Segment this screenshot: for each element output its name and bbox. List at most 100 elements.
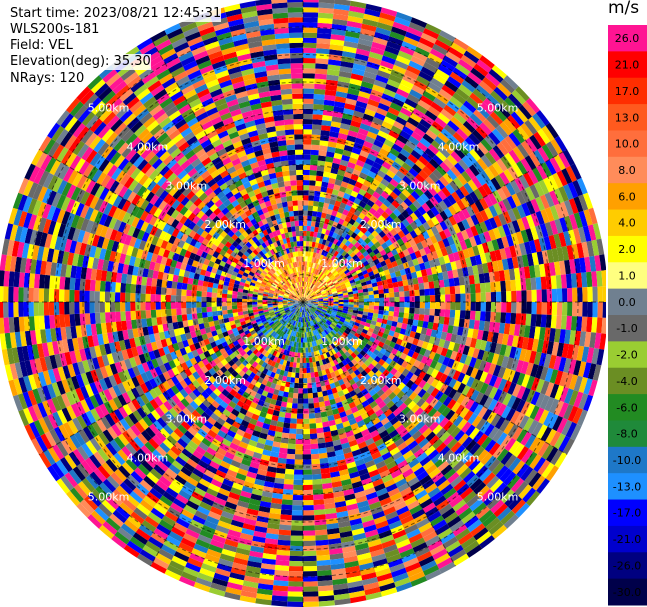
gate-cell: [222, 456, 233, 465]
gate-cell: [407, 336, 415, 344]
gate-cell: [375, 107, 388, 117]
gate-cell: [303, 494, 314, 501]
gate-cell: [419, 262, 426, 271]
gate-cell: [428, 336, 436, 345]
gate-cell: [527, 169, 539, 185]
gate-cell: [394, 455, 406, 465]
gate-cell: [393, 362, 402, 371]
gate-cell: [367, 356, 375, 364]
gate-cell: [312, 205, 319, 212]
gate-cell: [340, 473, 351, 481]
gate-cell: [303, 68, 316, 74]
gate-cell: [531, 302, 537, 315]
gate-cell: [303, 357, 307, 363]
gate-cell: [592, 364, 602, 381]
gate-cell: [139, 499, 154, 512]
gate-cell: [392, 21, 409, 32]
gate-cell: [525, 278, 532, 291]
gate-cell: [433, 258, 441, 267]
gate-cell: [471, 415, 483, 428]
gate-cell: [210, 539, 225, 549]
gate-cell: [348, 332, 355, 338]
gate-cell: [221, 388, 230, 397]
gate-cell: [235, 373, 243, 381]
gate-cell: [348, 378, 356, 386]
gate-cell: [451, 191, 461, 203]
gate-cell: [344, 188, 353, 196]
gate-cell: [363, 433, 373, 442]
gate-cell: [362, 311, 369, 316]
gate-cell: [452, 325, 459, 335]
gate-cell: [274, 564, 290, 571]
gate-cell: [461, 140, 473, 153]
gate-cell: [411, 508, 425, 520]
gate-cell: [306, 266, 309, 272]
gate-cell: [315, 323, 320, 329]
gate-cell: [206, 447, 217, 457]
gate-cell: [475, 125, 489, 139]
gate-cell: [312, 297, 318, 300]
gate-cell: [303, 42, 317, 49]
gate-cell: [392, 143, 403, 153]
gate-cell: [237, 542, 252, 551]
gate-cell: [305, 256, 308, 262]
gate-cell: [553, 154, 566, 171]
gate-cell: [445, 302, 451, 310]
gate-cell: [146, 491, 160, 504]
gate-cell: [337, 368, 344, 375]
gate-cell: [331, 568, 346, 575]
gate-cell: [199, 529, 214, 540]
gate-cell: [262, 343, 268, 350]
gate-cell: [510, 111, 525, 127]
gate-cell: [425, 162, 436, 173]
gate-cell: [496, 432, 508, 446]
gate-cell: [307, 393, 314, 399]
gate-cell: [524, 403, 536, 418]
gate-cell: [464, 515, 479, 529]
gate-cell: [422, 114, 435, 126]
gate-cell: [404, 241, 412, 249]
gate-cell: [240, 490, 252, 499]
gate-cell: [507, 382, 517, 395]
gate-cell: [362, 577, 378, 586]
gate-cell: [447, 515, 462, 528]
gate-cell: [518, 174, 530, 189]
gate-cell: [377, 195, 387, 204]
gate-cell: [207, 416, 217, 426]
gate-cell: [317, 277, 323, 283]
gate-cell: [341, 118, 352, 126]
gate-cell: [418, 314, 425, 322]
gate-cell: [366, 267, 373, 274]
gate-cell: [395, 411, 405, 421]
gate-cell: [162, 471, 175, 483]
gate-cell: [459, 104, 474, 117]
gate-cell: [464, 75, 479, 89]
gate-cell: [415, 326, 423, 334]
gate-cell: [556, 288, 563, 302]
gate-cell: [324, 94, 336, 102]
gate-cell: [324, 322, 330, 328]
gate-cell: [183, 462, 195, 473]
gate-cell: [452, 202, 462, 213]
gate-cell: [450, 426, 461, 439]
gate-cell: [150, 532, 166, 545]
gate-cell: [309, 231, 315, 237]
gate-cell: [208, 587, 226, 597]
gate-cell: [318, 145, 328, 152]
gate-cell: [312, 262, 316, 269]
gate-cell: [259, 383, 266, 391]
gate-cell: [304, 292, 307, 298]
gate-cell: [408, 238, 417, 247]
gate-cell: [403, 557, 419, 568]
gate-cell: [266, 392, 274, 399]
gate-cell: [406, 65, 421, 76]
gate-cell: [356, 244, 364, 251]
gate-cell: [334, 495, 346, 503]
gate-cell: [371, 392, 380, 401]
gate-cell: [383, 328, 390, 335]
gate-cell: [325, 270, 331, 276]
gate-cell: [326, 527, 340, 535]
gate-cell: [279, 524, 292, 531]
gate-cell: [347, 508, 360, 516]
gate-cell: [495, 312, 501, 323]
